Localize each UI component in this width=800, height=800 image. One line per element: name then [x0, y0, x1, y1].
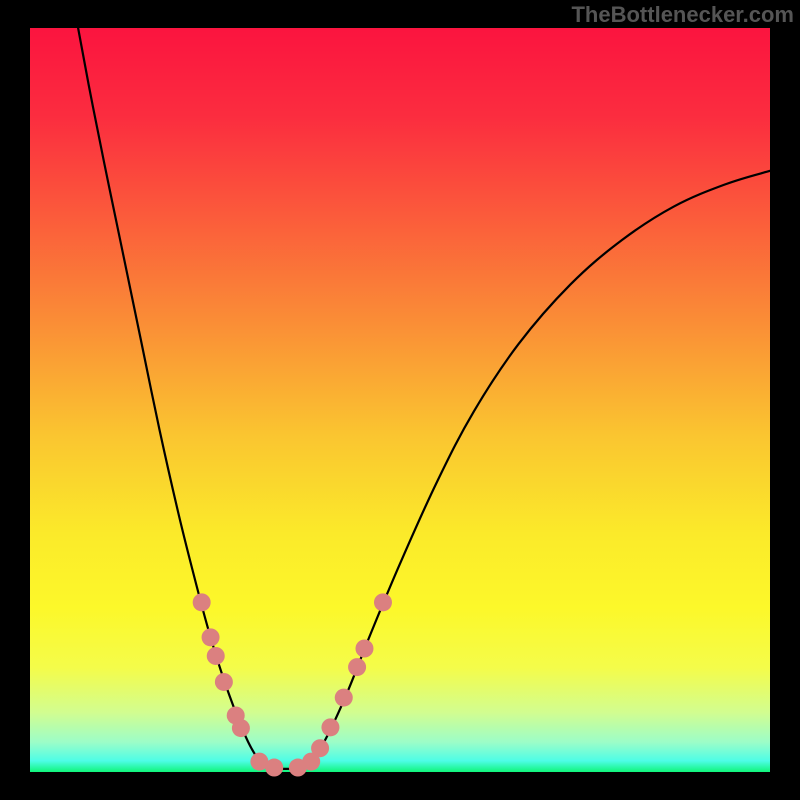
- data-marker: [374, 593, 392, 611]
- bottleneck-curve: [78, 28, 770, 769]
- data-marker: [215, 673, 233, 691]
- data-marker: [348, 658, 366, 676]
- chart-plot-area: [30, 28, 770, 772]
- data-marker: [207, 647, 225, 665]
- watermark-text: TheBottlenecker.com: [571, 2, 794, 28]
- data-marker: [335, 689, 353, 707]
- data-marker: [202, 628, 220, 646]
- data-marker: [311, 739, 329, 757]
- data-marker: [321, 718, 339, 736]
- data-marker: [232, 719, 250, 737]
- markers-group: [193, 593, 392, 776]
- data-marker: [193, 593, 211, 611]
- data-marker: [265, 759, 283, 777]
- curve-layer: [30, 28, 770, 772]
- data-marker: [355, 640, 373, 658]
